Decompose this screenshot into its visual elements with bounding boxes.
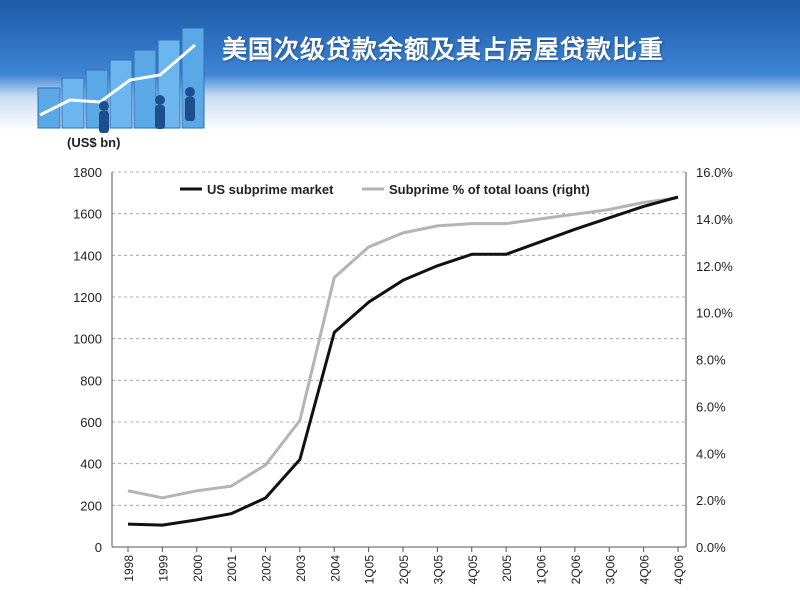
axes: 0 200 400 600 800 1000 1200 1400 1600 1800 0.0% 2.0… bbox=[73, 165, 733, 584]
banner-fade bbox=[0, 96, 800, 132]
right-tick-label: 2.0% bbox=[696, 493, 726, 508]
right-tick-label: 0.0% bbox=[696, 540, 726, 555]
x-tick-label: 4Q05 bbox=[466, 555, 480, 585]
left-tick-label: 0 bbox=[95, 540, 102, 555]
x-tick-label: 2Q05 bbox=[397, 555, 411, 585]
subprime-chart: (US$ bn) 0 200 400 600 800 1000 1200 1400 1600 18… bbox=[67, 135, 733, 584]
x-tick-label: 1Q06 bbox=[535, 555, 549, 585]
legend-label-market: US subprime market bbox=[207, 182, 334, 197]
left-axis-unit-label: (US$ bn) bbox=[67, 135, 120, 150]
x-tick-label: 4Q06 bbox=[672, 555, 686, 585]
x-tick-label: 1Q05 bbox=[363, 555, 377, 585]
left-tick-label: 600 bbox=[80, 415, 102, 430]
right-tick-label: 8.0% bbox=[696, 353, 726, 368]
right-tick-label: 10.0% bbox=[696, 306, 733, 321]
x-tick-label: 4Q06 bbox=[638, 555, 652, 585]
left-tick-label: 1000 bbox=[73, 332, 102, 347]
left-tick-label: 800 bbox=[80, 373, 102, 388]
x-tick-label: 2004 bbox=[328, 555, 342, 582]
business-chart-illustration bbox=[37, 27, 205, 133]
right-tick-label: 6.0% bbox=[696, 399, 726, 414]
x-tick-label: 3Q06 bbox=[603, 555, 617, 585]
x-tick-label: 1999 bbox=[156, 555, 170, 582]
series-lines bbox=[127, 195, 679, 527]
x-tick-label: 2003 bbox=[294, 555, 308, 582]
left-tick-label: 1400 bbox=[73, 248, 102, 263]
x-tick-label: 2005 bbox=[500, 555, 514, 582]
x-tick-label: 2Q06 bbox=[569, 555, 583, 585]
right-tick-label: 12.0% bbox=[696, 259, 733, 274]
x-tick-label: 2000 bbox=[191, 555, 205, 582]
bar-blocks-graphic bbox=[37, 27, 205, 129]
legend-label-percent: Subprime % of total loans (right) bbox=[389, 182, 590, 197]
right-tick-label: 4.0% bbox=[696, 446, 726, 461]
x-tick-label: 3Q05 bbox=[431, 555, 445, 585]
left-tick-label: 1200 bbox=[73, 290, 102, 305]
left-tick-label: 200 bbox=[80, 498, 102, 513]
x-tick-label: 1998 bbox=[122, 555, 136, 582]
trend-arrow-graphic bbox=[39, 43, 196, 117]
right-tick-label: 16.0% bbox=[696, 165, 733, 180]
x-tick-label: 2002 bbox=[260, 555, 274, 582]
chart-legend: US subprime market Subprime % of total l… bbox=[180, 182, 590, 197]
left-tick-label: 400 bbox=[80, 457, 102, 472]
x-tick-label: 2001 bbox=[225, 555, 239, 582]
series-line-us-subprime-market bbox=[127, 195, 679, 527]
left-tick-label: 1600 bbox=[73, 207, 102, 222]
left-tick-label: 1800 bbox=[73, 165, 102, 180]
slide-title: 美国次级贷款余额及其占房屋贷款比重 bbox=[222, 35, 665, 64]
series-line-subprime-percent bbox=[127, 196, 679, 500]
people-figures-graphic bbox=[99, 87, 195, 133]
right-tick-label: 14.0% bbox=[696, 212, 733, 227]
